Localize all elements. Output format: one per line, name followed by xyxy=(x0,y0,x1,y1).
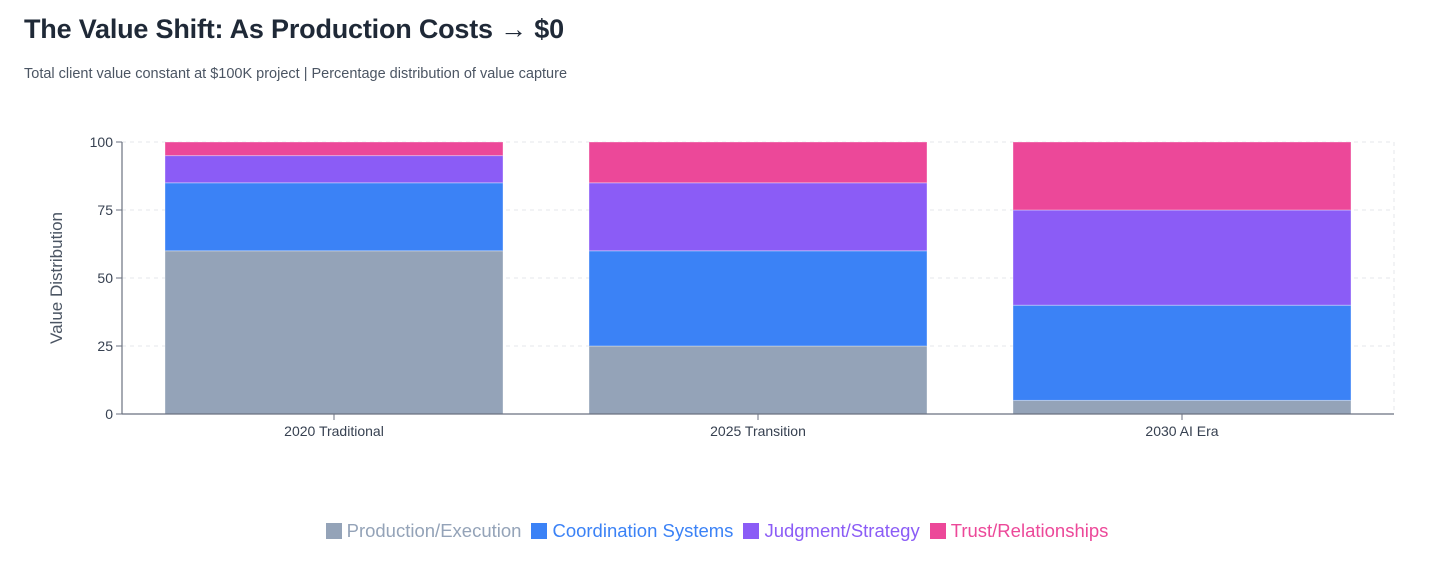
legend-label: Production/Execution xyxy=(346,520,522,541)
y-tick-label: 0 xyxy=(105,406,113,422)
y-tick-label: 25 xyxy=(97,338,113,354)
y-tick-label: 100 xyxy=(90,134,114,150)
legend-swatch-icon xyxy=(325,523,342,539)
legend: Production/Execution Coordination Systems… xyxy=(0,520,1434,542)
bar-production-execution-0 xyxy=(164,250,504,415)
legend-item[interactable]: Judgment/Strategy xyxy=(743,520,920,542)
bar-judgment-strategy-0 xyxy=(164,155,504,184)
bar-coordination-systems-0 xyxy=(164,182,504,252)
x-tick-label: 2025 Transition xyxy=(710,423,806,439)
bar-trust-relationships-2 xyxy=(1012,141,1352,211)
x-tick-label: 2020 Traditional xyxy=(284,423,384,439)
legend-item[interactable]: Production/Execution xyxy=(325,520,522,542)
legend-swatch-icon xyxy=(531,523,548,539)
legend-item[interactable]: Trust/Relationships xyxy=(929,520,1109,542)
chart-title: The Value Shift: As Production Costs → $… xyxy=(24,14,564,44)
legend-label: Coordination Systems xyxy=(552,520,734,541)
legend-label: Judgment/Strategy xyxy=(764,520,920,541)
bar-coordination-systems-1 xyxy=(588,250,928,347)
bar-coordination-systems-2 xyxy=(1012,304,1352,401)
bar-production-execution-2 xyxy=(1012,399,1352,415)
chart-subtitle: Total client value constant at $100K pro… xyxy=(24,66,568,82)
legend-swatch-icon xyxy=(929,523,946,539)
bar-trust-relationships-0 xyxy=(164,141,504,157)
bars xyxy=(164,141,1352,415)
bar-production-execution-1 xyxy=(588,345,928,415)
bar-judgment-strategy-1 xyxy=(588,182,928,252)
legend-swatch-icon xyxy=(743,523,760,539)
y-axis-label: Value Distribution xyxy=(47,212,66,344)
y-tick-label: 75 xyxy=(97,202,113,218)
legend-item[interactable]: Coordination Systems xyxy=(531,520,733,542)
legend-label: Trust/Relationships xyxy=(950,520,1109,541)
y-tick-label: 50 xyxy=(97,270,113,286)
x-tick-label: 2030 AI Era xyxy=(1145,423,1218,439)
bar-judgment-strategy-2 xyxy=(1012,209,1352,306)
bar-trust-relationships-1 xyxy=(588,141,928,184)
axes: 2020 Traditional 2025 Transition 2030 AI E… xyxy=(90,134,1394,439)
